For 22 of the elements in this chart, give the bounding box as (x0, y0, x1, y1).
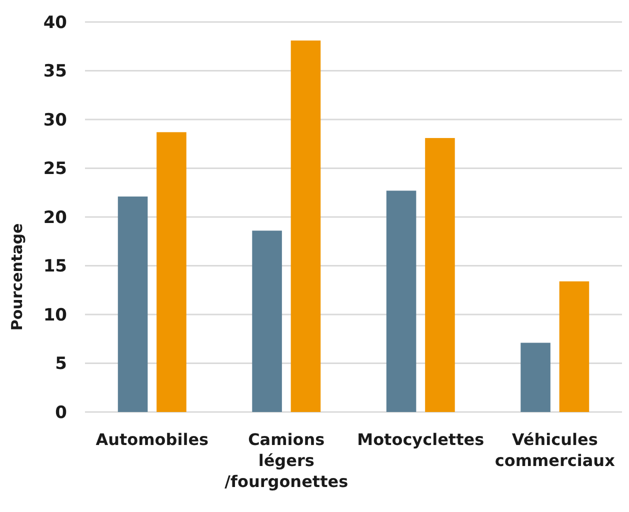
x-tick-label: Véhicules commerciaux (494, 430, 616, 470)
y-tick-label: 35 (43, 62, 67, 82)
bar (520, 342, 550, 412)
y-axis-title: Pourcentage (8, 223, 26, 331)
y-tick-label: 20 (43, 208, 68, 228)
bar (156, 132, 186, 412)
bar (290, 40, 321, 412)
y-tick-label: 10 (43, 305, 68, 326)
y-tick-label: 25 (43, 159, 67, 180)
y-tick-label: 15 (43, 256, 67, 277)
bar (425, 138, 455, 412)
bar (386, 190, 416, 412)
x-tick-label: Automobiles (96, 430, 209, 449)
y-tick-label: 30 (43, 110, 68, 130)
y-tick-label: 0 (55, 402, 68, 423)
x-tick-label: Camions légers /fourgonettes (224, 430, 348, 491)
y-tick-label: 40 (43, 12, 68, 33)
bar (118, 196, 148, 412)
x-tick-label: Motocyclettes (357, 430, 484, 449)
bar (559, 281, 590, 412)
bar (252, 230, 282, 412)
y-tick-label: 5 (55, 354, 67, 374)
